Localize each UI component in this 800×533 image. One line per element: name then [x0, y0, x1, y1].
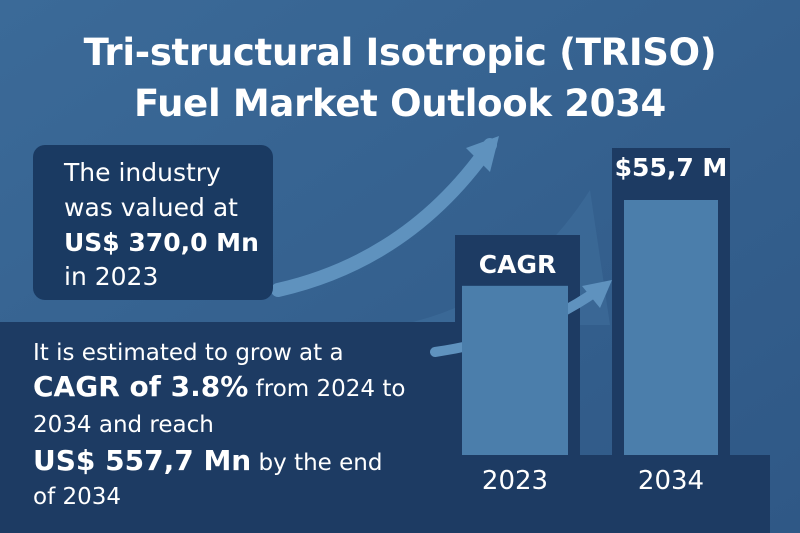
- chart-title-line-2: Fuel Market Outlook 2034: [133, 82, 666, 125]
- lower-panel: [0, 235, 770, 533]
- growth-text-line-4: US$ 557,7 Mn by the end: [33, 446, 382, 478]
- growth-text-line-1: It is estimated to grow at a: [33, 340, 344, 366]
- valued-amount: US$ 370,0 Mn: [64, 228, 259, 257]
- bar-2034: [624, 200, 718, 455]
- valued-year: in 2023: [64, 262, 159, 291]
- category-label-2023: 2023: [482, 466, 548, 496]
- bars: [462, 200, 718, 455]
- growth-text-line-3: 2034 and reach: [33, 412, 214, 438]
- growth-text-line-4-rest: by the end: [251, 450, 383, 476]
- valued-info-box: [33, 145, 273, 300]
- forecast-amount-highlight: US$ 557,7 Mn: [33, 444, 252, 477]
- growth-text-line-5: of 2034: [33, 484, 122, 510]
- cagr-highlight: CAGR of 3.8%: [33, 370, 249, 403]
- valued-text-line-1: The industry: [64, 158, 221, 187]
- growth-arrow-upper-head: [466, 136, 499, 172]
- top-value-label: $55,7 M: [614, 153, 728, 182]
- growth-text-line-2-rest: from 2024 to: [248, 376, 406, 402]
- growth-arrow-lower-head: [582, 280, 612, 308]
- category-label-2034: 2034: [638, 466, 704, 496]
- growth-text-line-2: CAGR of 3.8% from 2024 to: [33, 372, 405, 404]
- cagr-label: CAGR: [478, 250, 557, 279]
- bar-2023: [462, 285, 568, 455]
- valued-text-line-2: was valued at: [64, 193, 238, 222]
- category-labels: 2023 2034: [482, 466, 704, 496]
- chart-title-line-1: Tri-structural Isotropic (TRISO): [83, 31, 717, 74]
- growth-arrow-upper: [271, 138, 497, 297]
